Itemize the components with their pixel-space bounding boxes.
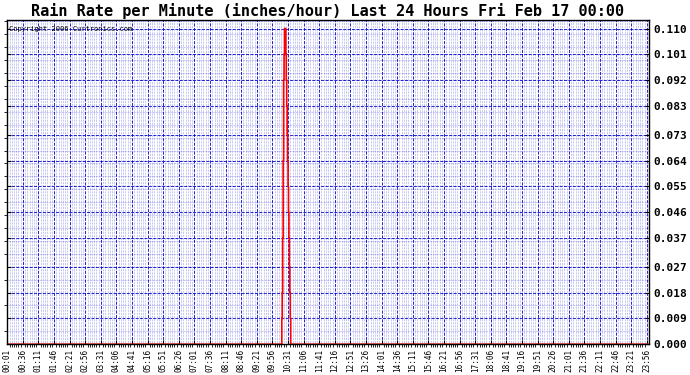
Text: Copyright 2006 Curtronics.com: Copyright 2006 Curtronics.com xyxy=(8,26,132,32)
Title: Rain Rate per Minute (inches/hour) Last 24 Hours Fri Feb 17 00:00: Rain Rate per Minute (inches/hour) Last … xyxy=(31,3,624,19)
